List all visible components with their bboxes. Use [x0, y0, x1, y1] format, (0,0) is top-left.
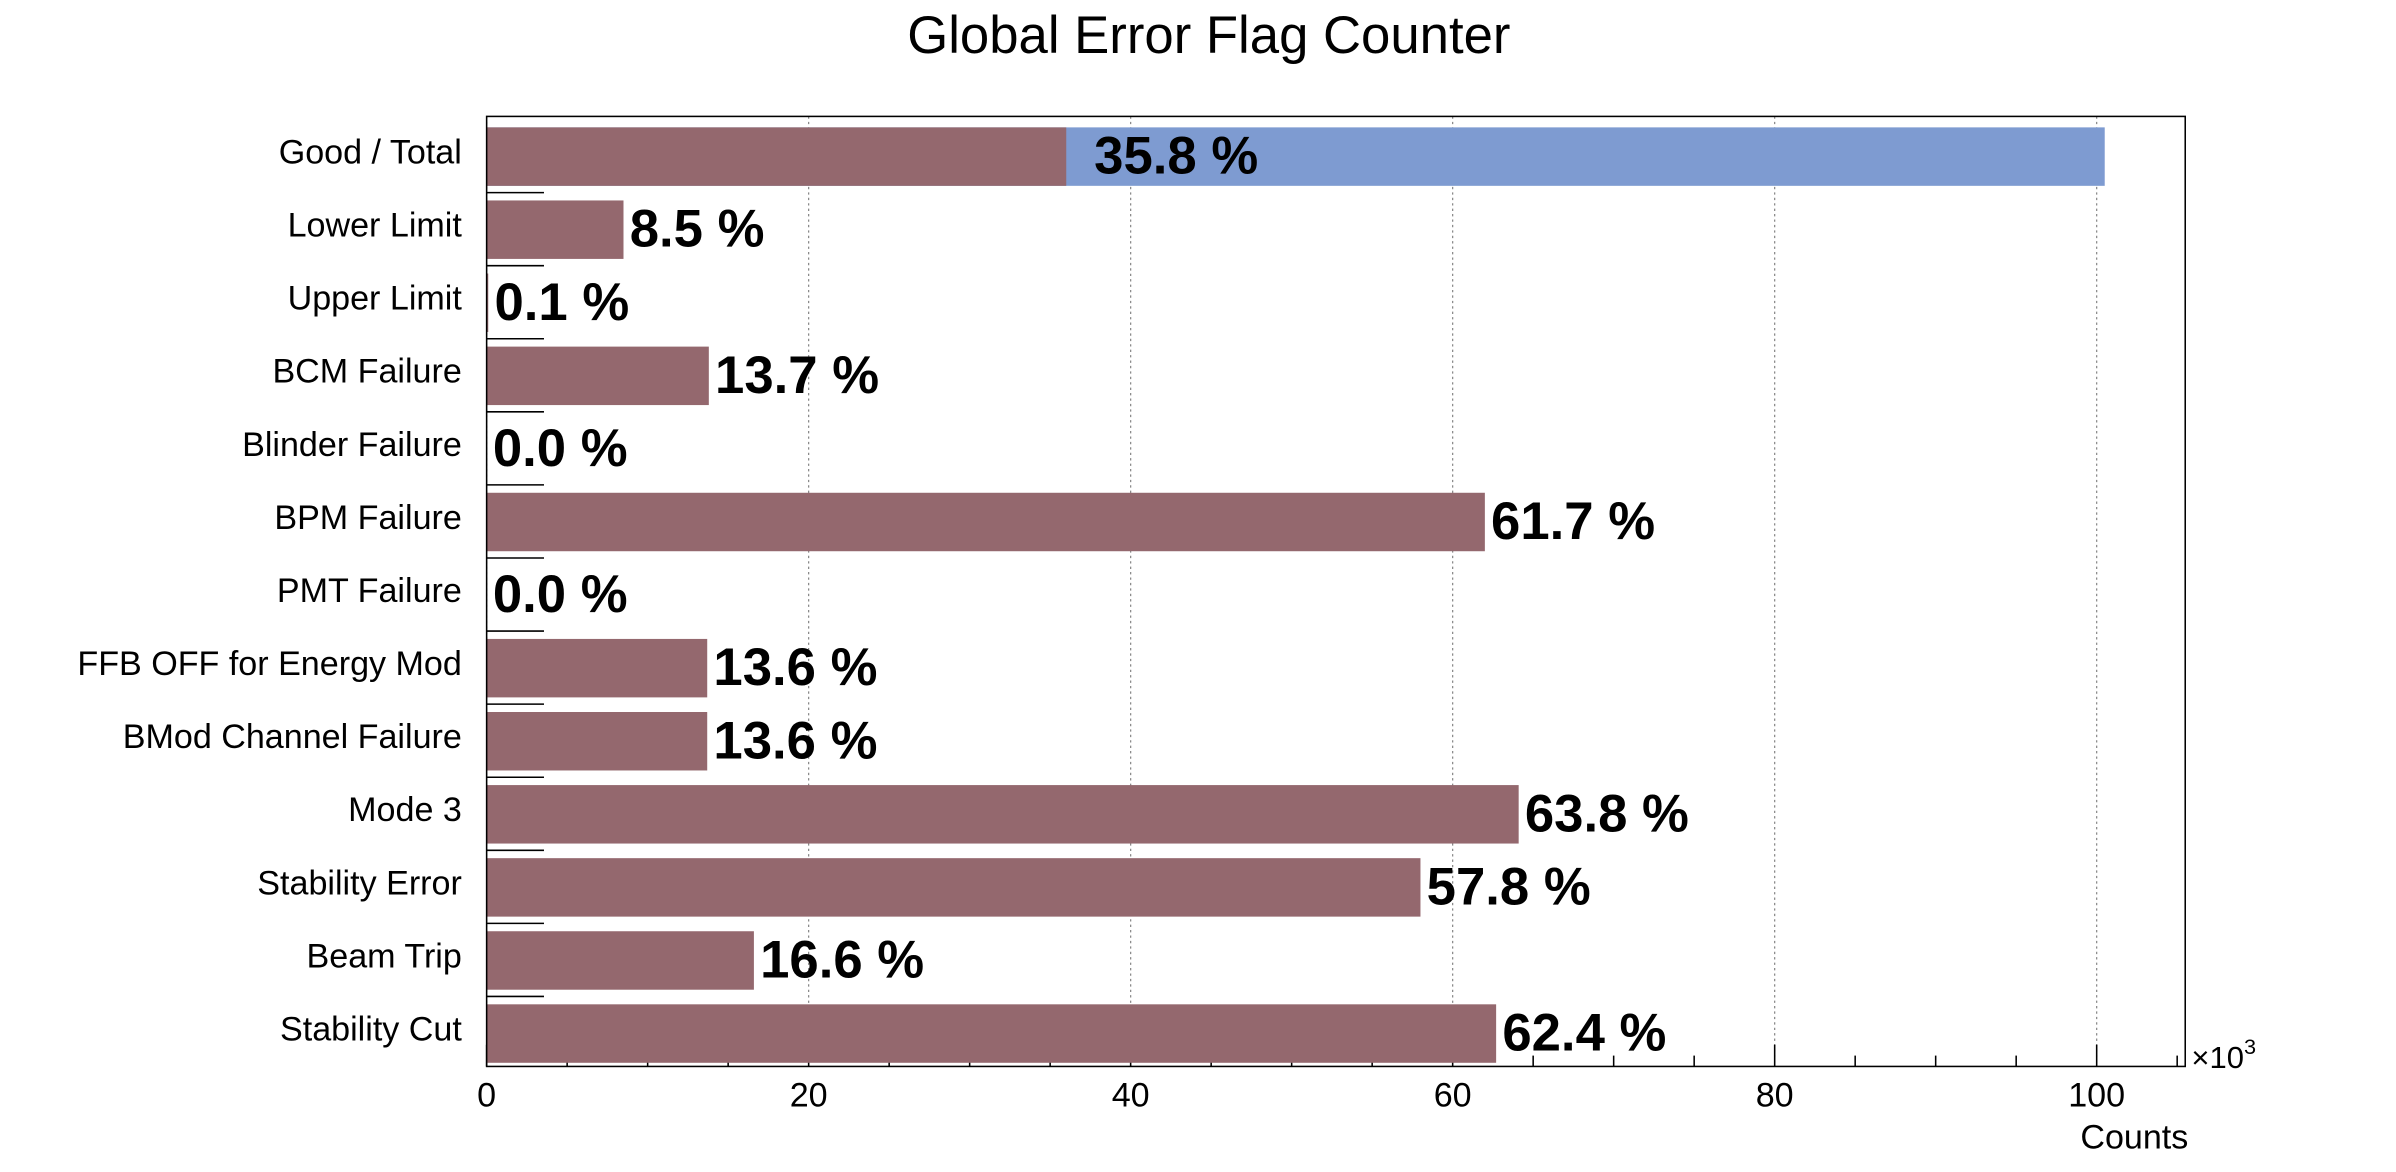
percent-label: 8.5 %	[630, 200, 765, 259]
y-tick-label: FFB OFF for Energy Mod	[77, 645, 461, 683]
y-tick-label: Stability Cut	[280, 1010, 462, 1048]
y-tick-label: Mode 3	[348, 791, 462, 829]
bar	[486, 346, 709, 406]
percent-label: 61.7 %	[1491, 492, 1655, 551]
percent-label: 13.7 %	[715, 346, 879, 405]
y-tick-label: Upper Limit	[288, 280, 463, 318]
y-tick-label: Blinder Failure	[242, 426, 462, 464]
y-tick-label: Lower Limit	[288, 207, 463, 245]
x-tick-label: 60	[1434, 1076, 1472, 1114]
bar	[486, 200, 624, 259]
percent-label: 0.1 %	[494, 273, 629, 332]
x-tick-label: 80	[1756, 1076, 1794, 1114]
bar	[486, 785, 1519, 844]
y-tick-label: Beam Trip	[307, 937, 462, 975]
y-tick-label: BPM Failure	[274, 499, 461, 537]
bar	[486, 492, 1485, 552]
bar	[486, 712, 708, 771]
multiplier-exponent: 3	[2244, 1034, 2256, 1059]
percent-label: 62.4 %	[1502, 1004, 1666, 1063]
percent-label: 13.6 %	[713, 638, 877, 697]
bar	[486, 858, 1421, 917]
x-axis-label: Counts	[2080, 1118, 2188, 1156]
percent-label: 16.6 %	[760, 930, 924, 989]
x-multiplier: ×103	[2191, 1034, 2256, 1076]
percent-label: 57.8 %	[1427, 857, 1591, 916]
bar	[486, 1004, 1497, 1063]
bar	[486, 273, 489, 332]
x-tick-label: 20	[790, 1076, 828, 1114]
plot-frame	[485, 115, 2187, 1068]
percent-label: 13.6 %	[713, 711, 877, 770]
y-tick-label: BMod Channel Failure	[123, 718, 462, 756]
y-tick-label: BCM Failure	[272, 353, 461, 391]
percent-label: 63.8 %	[1525, 784, 1689, 843]
x-tick-label: 0	[477, 1076, 496, 1114]
percent-label: 0.0 %	[493, 565, 628, 624]
x-tick-label: 40	[1112, 1076, 1150, 1114]
y-tick-label: Stability Error	[257, 864, 462, 902]
y-tick-label: Good / Total	[279, 133, 462, 171]
bar	[486, 931, 754, 990]
x-tick-label: 100	[2068, 1076, 2125, 1114]
y-tick-label: PMT Failure	[277, 572, 462, 610]
chart-title: Global Error Flag Counter	[907, 6, 1510, 65]
multiplier-base: ×10	[2191, 1040, 2244, 1075]
percent-label: 0.0 %	[493, 419, 628, 478]
bar	[486, 127, 1067, 186]
bar	[486, 638, 708, 698]
percent-label: 35.8 %	[1094, 127, 1258, 186]
